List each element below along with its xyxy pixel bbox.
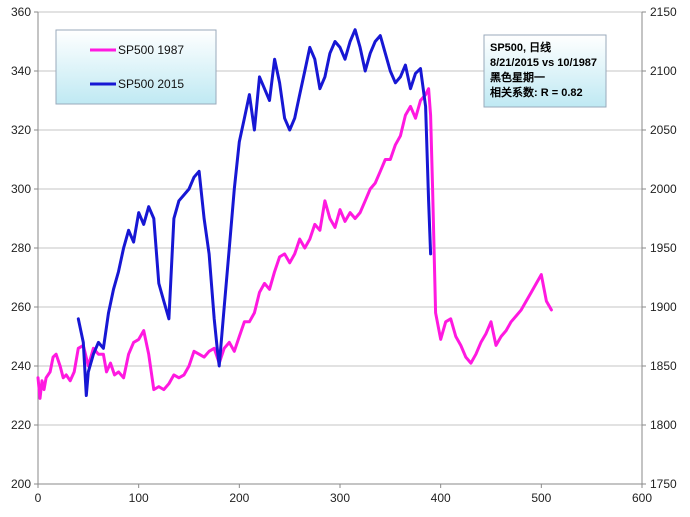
y-tick-label: 220 [11, 418, 31, 432]
y-tick-label: 300 [11, 182, 31, 196]
tick-labels: 200 220 240 260 280 300 320 340 360 1750 1800 1850 1… [11, 5, 677, 505]
annotation-line: 相关系数: R = 0.82 [490, 85, 583, 99]
y-tick-label: 280 [11, 241, 31, 255]
x-tick-label: 500 [531, 491, 551, 505]
annotation-box: SP500, 日线 8/21/2015 vs 10/1987黑色星期一相关系数: … [483, 34, 607, 108]
x-tick-label: 100 [129, 491, 149, 505]
x-tick-label: 200 [229, 491, 249, 505]
legend-label: SP500 1987 [118, 43, 184, 57]
y2-tick-label: 2050 [650, 123, 677, 137]
x-tick-label: 0 [35, 491, 42, 505]
x-tick-label: 300 [330, 491, 350, 505]
x-tick-label: 600 [632, 491, 652, 505]
y-tick-label: 260 [11, 300, 31, 314]
annotation-line: 8/21/2015 vs 10/1987 [490, 57, 597, 69]
legend: SP500 1987 SP500 2015 [55, 29, 217, 105]
y-tick-label: 360 [11, 5, 31, 19]
y2-tick-label: 1850 [650, 359, 677, 373]
y2-tick-label: 1750 [650, 477, 677, 491]
y2-tick-label: 2000 [650, 182, 677, 196]
y-tick-label: 240 [11, 359, 31, 373]
y-tick-label: 320 [11, 123, 31, 137]
legend-box [55, 29, 217, 105]
series-line-2015 [76, 28, 433, 397]
series-line-1987 [36, 87, 553, 400]
x-tick-label: 400 [431, 491, 451, 505]
y-tick-label: 340 [11, 64, 31, 78]
y2-tick-label: 1800 [650, 418, 677, 432]
y2-tick-label: 1900 [650, 300, 677, 314]
annotation-box [483, 34, 607, 108]
y2-tick-label: 2150 [650, 5, 677, 19]
legend-label: SP500 2015 [118, 77, 184, 91]
y2-tick-label: 2100 [650, 64, 677, 78]
series-lines [36, 28, 553, 400]
y2-tick-label: 1950 [650, 241, 677, 255]
y-tick-label: 200 [11, 477, 31, 491]
annotation-line: SP500, 日线 [490, 40, 551, 54]
annotation-line: 黑色星期一 [490, 70, 545, 84]
axes [34, 11, 646, 488]
